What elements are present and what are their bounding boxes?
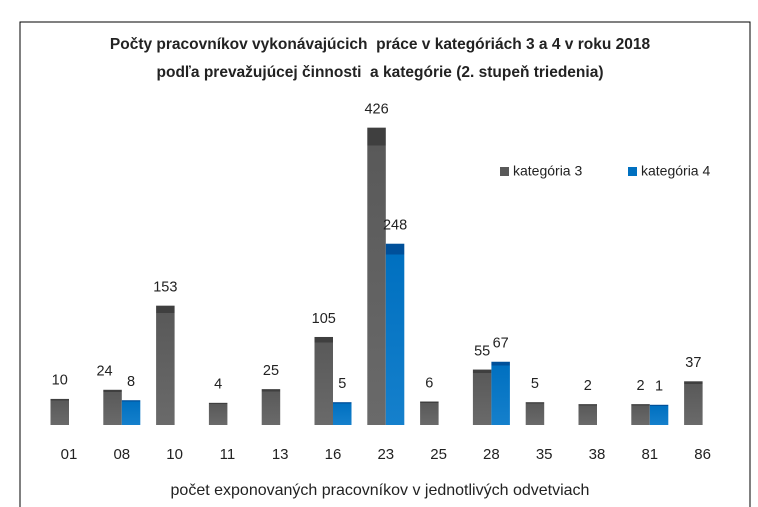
legend-swatch (628, 167, 637, 176)
value-label: 67 (493, 336, 509, 352)
value-label: 5 (338, 376, 346, 392)
bar (649, 404, 669, 425)
x-tick-label: 38 (589, 446, 606, 463)
value-label: 5 (531, 376, 539, 392)
bar (208, 402, 228, 425)
x-tick-label: 08 (113, 446, 130, 463)
bar (261, 389, 281, 425)
x-tick-label: 25 (430, 446, 447, 463)
chart-title: podľa prevažujúcej činnosti a kategórie … (157, 64, 604, 81)
bar (472, 369, 492, 425)
legend-label: kategória 3 (513, 163, 582, 179)
value-label: 55 (474, 343, 490, 359)
x-tick-label: 28 (483, 446, 500, 463)
frame (19, 21, 751, 507)
x-tick-label: 35 (536, 446, 553, 463)
value-label: 2 (584, 378, 592, 394)
bar (156, 305, 175, 425)
value-label: 8 (127, 374, 135, 390)
bar (367, 127, 386, 426)
bar (578, 404, 597, 425)
bar (333, 402, 352, 425)
legend-label: kategória 4 (641, 163, 710, 179)
x-tick-label: 81 (641, 446, 658, 463)
x-axis-title: počet exponovaných pracovníkov v jednotl… (171, 482, 590, 499)
value-label: 4 (214, 377, 222, 393)
bar (525, 402, 545, 425)
x-tick-label: 86 (694, 446, 711, 463)
x-tick-label: 13 (272, 446, 289, 463)
bar (420, 401, 439, 425)
bar (50, 398, 69, 425)
value-label: 25 (263, 363, 279, 379)
bar (103, 389, 122, 425)
bar (491, 361, 510, 425)
value-label: 24 (96, 364, 112, 380)
value-label: 426 (364, 101, 388, 117)
value-label: 153 (153, 279, 177, 295)
x-tick-label: 10 (166, 446, 183, 463)
chart-title: Počty pracovníkov vykonávajúcich práce v… (110, 36, 651, 53)
bar (314, 336, 333, 425)
x-tick-label: 23 (377, 446, 394, 463)
x-tick-label: 01 (61, 446, 78, 463)
bar (684, 381, 703, 425)
value-label: 2 (637, 378, 645, 394)
bar (385, 243, 405, 425)
value-label: 248 (383, 218, 407, 234)
x-tick-label: 11 (220, 446, 236, 463)
legend-swatch (500, 167, 509, 176)
value-label: 37 (685, 355, 701, 371)
value-label: 10 (52, 373, 68, 389)
value-label: 6 (425, 375, 433, 391)
value-label: 105 (312, 311, 336, 327)
bar (121, 400, 141, 425)
value-label: 1 (655, 379, 663, 395)
x-tick-label: 16 (325, 446, 342, 463)
bar (631, 404, 650, 425)
